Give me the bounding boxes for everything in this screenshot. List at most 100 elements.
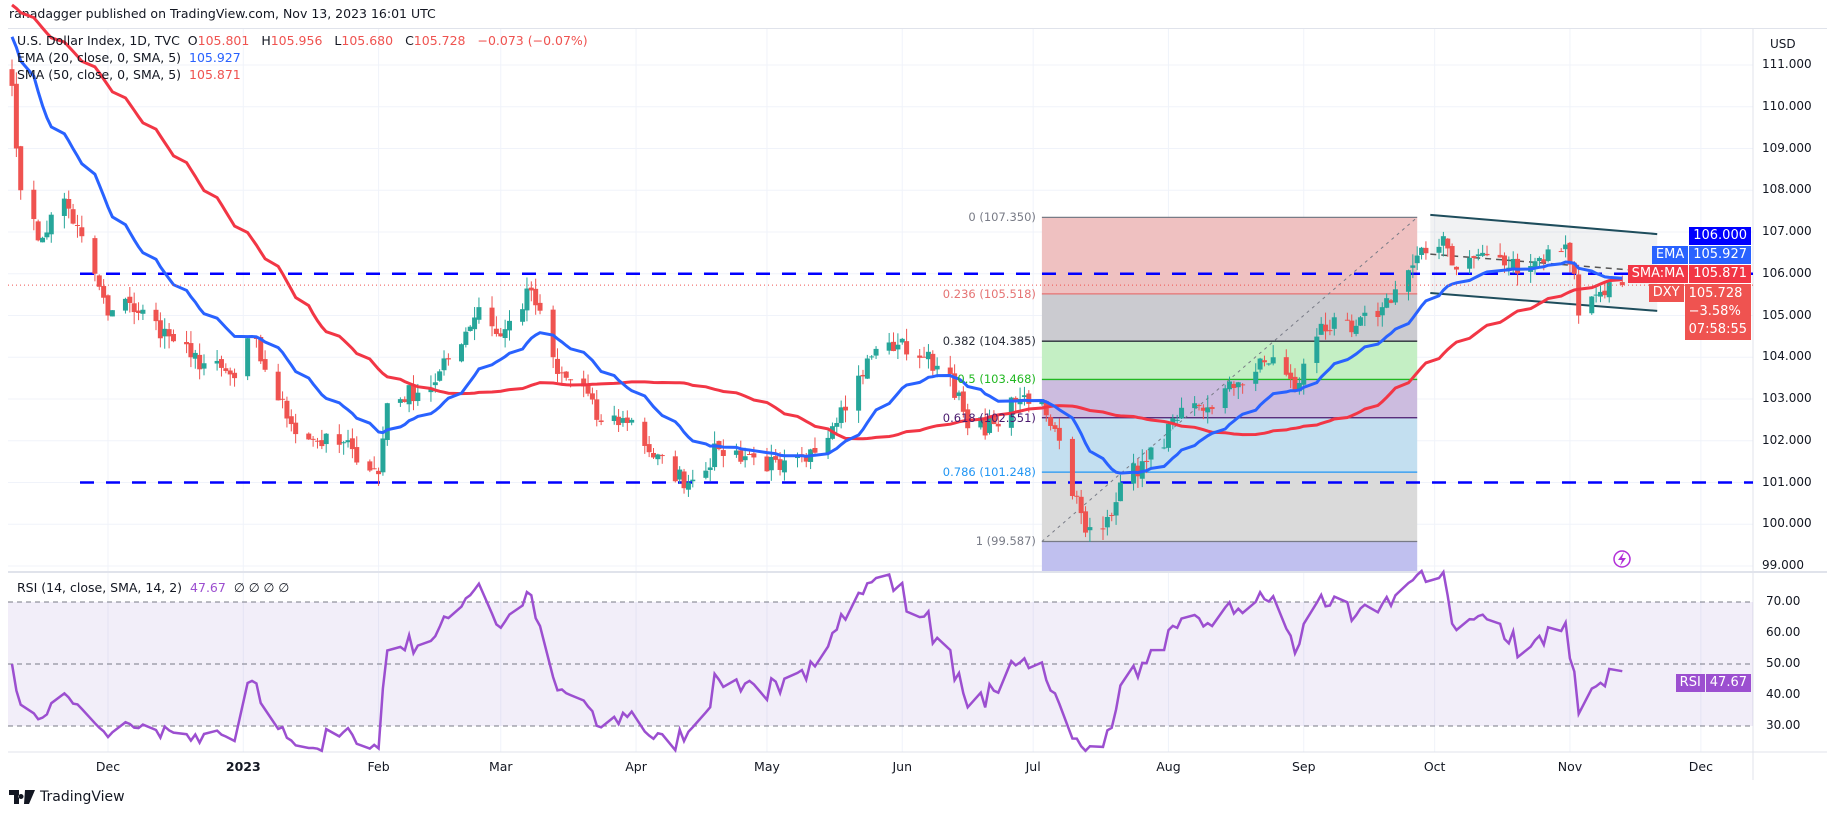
- candle-body: [1283, 357, 1289, 375]
- candle-body: [1083, 511, 1089, 533]
- candle-body: [476, 307, 482, 320]
- candle-body: [1196, 405, 1202, 407]
- candle-body: [642, 421, 648, 446]
- candle-body: [458, 344, 464, 362]
- candle-body: [1471, 256, 1477, 258]
- candle-body: [843, 406, 849, 411]
- candle-body: [1331, 317, 1337, 329]
- candle-body: [262, 359, 268, 370]
- candle-body: [410, 385, 416, 402]
- candle-body: [1257, 358, 1263, 370]
- candle-body: [738, 450, 744, 462]
- price-tick: 108.000: [1762, 182, 1812, 197]
- candle-body: [1165, 423, 1171, 448]
- ema-20-line: [10, 36, 1623, 475]
- candle-body: [1104, 516, 1110, 528]
- candle-body: [280, 398, 286, 400]
- candle-body: [707, 467, 713, 471]
- candle-body: [1501, 255, 1507, 266]
- candle-body: [864, 358, 870, 379]
- candle-body: [677, 469, 683, 480]
- candle-body: [982, 418, 988, 436]
- open-value: 105.801: [197, 33, 250, 48]
- candle-body: [140, 309, 146, 314]
- price-tick: 102.000: [1762, 432, 1812, 447]
- candle-body: [1375, 310, 1381, 318]
- candle-body: [341, 442, 347, 444]
- candle-body: [1161, 447, 1167, 449]
- time-tick: Aug: [1156, 759, 1181, 774]
- candle-body: [1109, 515, 1115, 517]
- candle-body: [773, 456, 779, 460]
- candle-body: [655, 454, 661, 460]
- candle-body: [319, 440, 325, 447]
- candle-body: [1571, 262, 1577, 274]
- candle-body: [917, 355, 923, 358]
- candle-body: [188, 343, 194, 358]
- channel-upper-line: [1430, 213, 1658, 236]
- ema-tag: EMA: [1651, 246, 1689, 264]
- candle-body: [1484, 253, 1490, 256]
- candle-body: [720, 450, 726, 456]
- price-tick: 103.000: [1762, 391, 1812, 405]
- candle-body: [1388, 300, 1394, 303]
- rsi-tag: RSI: [1675, 674, 1705, 692]
- candle-body: [1353, 325, 1359, 334]
- candle-body: [1545, 249, 1551, 261]
- candle-body: [1619, 282, 1625, 286]
- candle-body: [1069, 438, 1075, 497]
- candle-body: [1445, 238, 1451, 249]
- candle-body: [432, 382, 438, 386]
- candle-body: [402, 399, 408, 402]
- ema-legend[interactable]: EMA (20, close, 0, SMA, 5) 105.927: [17, 50, 245, 65]
- candle-body: [672, 456, 678, 482]
- candle-body: [1449, 246, 1455, 266]
- time-tick: Dec: [95, 759, 121, 774]
- candle-body: [856, 375, 862, 411]
- candle-body: [275, 371, 281, 401]
- time-tick: Jun: [892, 759, 912, 774]
- price-tick: 99.000: [1762, 558, 1804, 572]
- candle-body: [921, 356, 927, 358]
- candle-body: [1056, 427, 1062, 441]
- candle-body: [581, 378, 587, 387]
- candle-body: [354, 447, 360, 463]
- time-tick: Apr: [625, 759, 647, 774]
- candle-body: [659, 455, 665, 457]
- candle-body: [1209, 407, 1215, 410]
- rsi-legend[interactable]: RSI (14, close, SMA, 14, 2) 47.67 ∅ ∅ ∅ …: [17, 580, 293, 595]
- candle-body: [79, 227, 85, 237]
- candle-body: [1139, 461, 1145, 479]
- candle-body: [1135, 465, 1141, 477]
- candle-body: [9, 69, 15, 86]
- time-tick: Oct: [1423, 759, 1446, 774]
- candle-body: [184, 342, 190, 345]
- candle-body: [1292, 376, 1298, 391]
- rsi-tick: 30.00: [1766, 718, 1801, 732]
- candle-body: [489, 307, 495, 327]
- candle-body: [1349, 320, 1355, 333]
- candle-body: [1357, 317, 1363, 326]
- candle-body: [768, 456, 774, 471]
- candle-body: [122, 298, 128, 311]
- candle-body: [598, 420, 604, 423]
- tradingview-logo[interactable]: TradingView: [9, 789, 125, 805]
- candle-body: [1344, 319, 1350, 321]
- candle-body: [559, 372, 565, 374]
- candle-body: [323, 433, 329, 445]
- candle-body: [1048, 417, 1054, 426]
- candle-body: [712, 443, 718, 468]
- candle-body: [18, 146, 24, 191]
- candle-body: [1205, 407, 1211, 413]
- candle-body: [136, 310, 142, 314]
- candle-body: [1576, 274, 1582, 316]
- candle-body: [232, 372, 238, 379]
- candle-body: [1440, 236, 1446, 246]
- ema-legend-label: EMA (20, close, 0, SMA, 5): [17, 50, 182, 65]
- candle-body: [1480, 252, 1486, 256]
- sma-legend[interactable]: SMA (50, close, 0, SMA, 5) 105.871: [17, 67, 245, 82]
- candle-body: [1227, 381, 1233, 390]
- sma-badge: 105.871: [1689, 265, 1751, 283]
- candle-body: [1606, 282, 1612, 298]
